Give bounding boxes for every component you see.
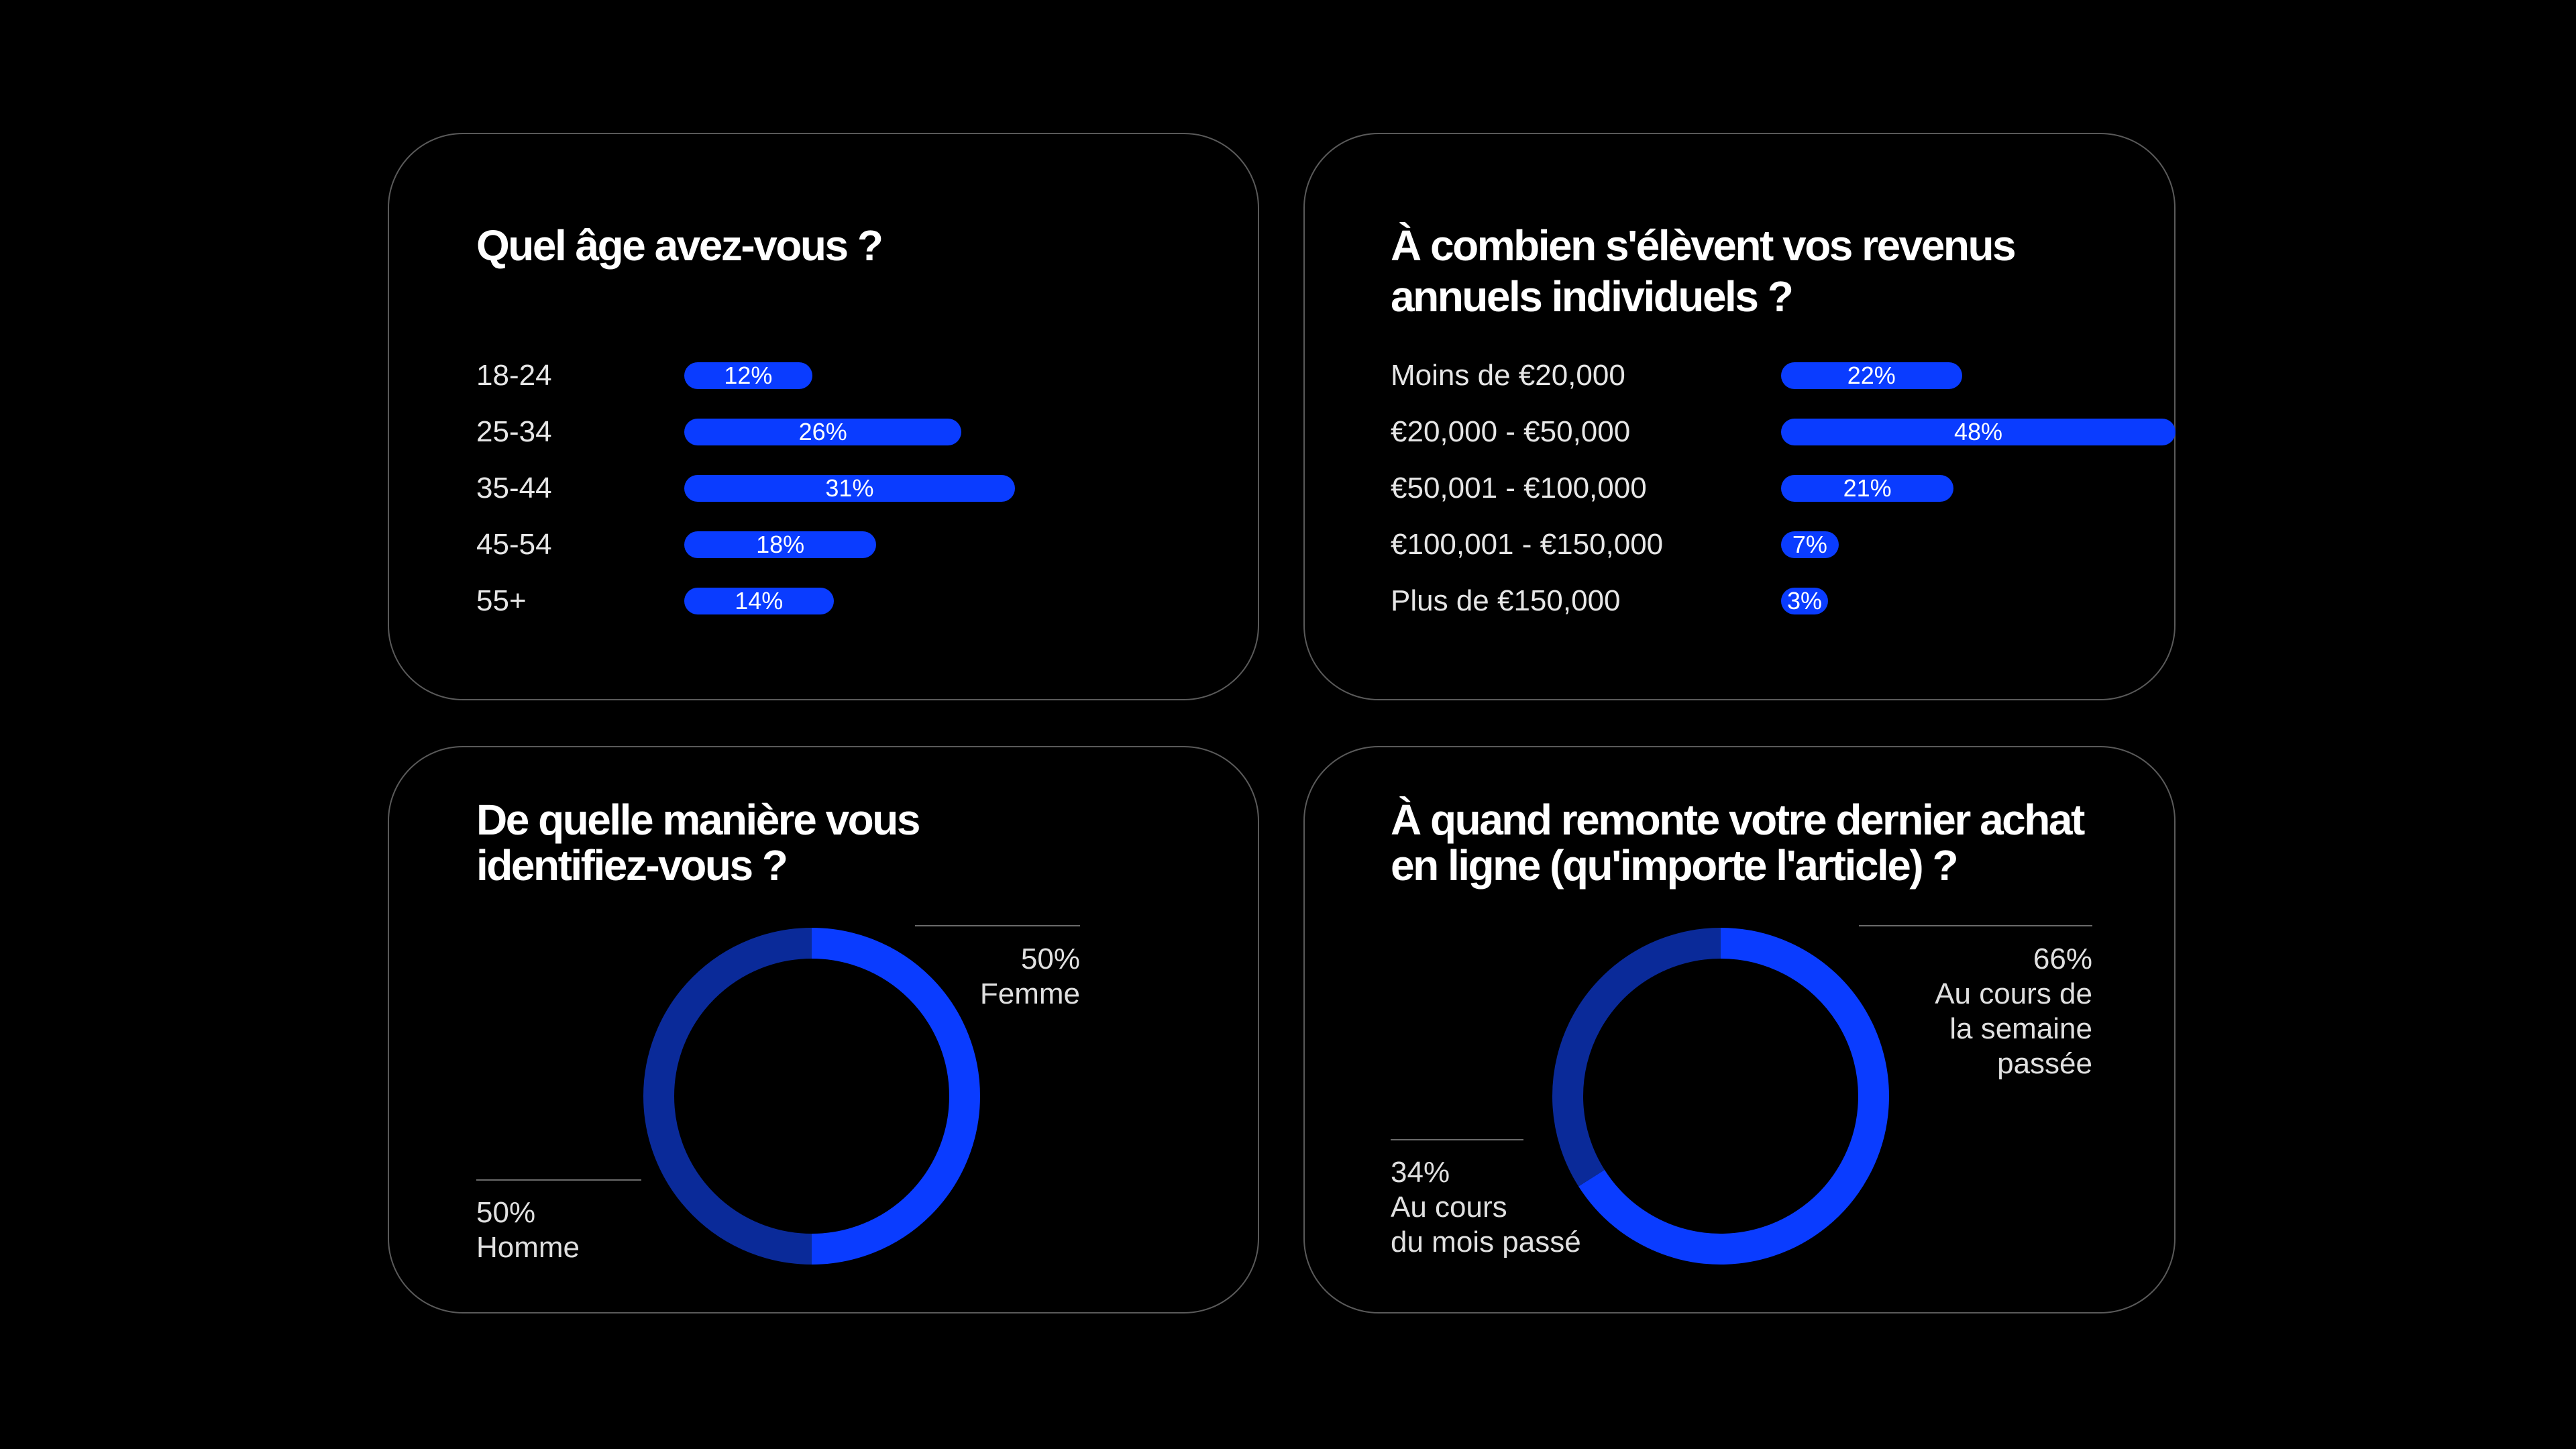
bar-category-label: Moins de €20,000 [1391, 359, 1625, 392]
purchase-chart-title-line2: en ligne (qu'importe l'article) ? [1391, 841, 1959, 890]
bar-row: €50,001 - €100,000 21% [1391, 460, 2129, 517]
income-chart-title-line2: annuels individuels ? [1391, 272, 1794, 321]
month-value: 34% [1391, 1156, 1450, 1189]
bar-value-label: 12% [724, 362, 773, 389]
bar-value-label: 48% [1953, 418, 2003, 445]
bar-value-label: 7% [1792, 531, 1827, 558]
bar: 21% [1781, 474, 1954, 502]
bar-row: €100,001 - €150,000 7% [1391, 517, 2129, 573]
month-leader-line [1391, 1139, 1523, 1140]
donut-slice [811, 928, 980, 1265]
week-callout: 66% Au cours de la semaine passée [1859, 942, 2092, 1081]
donut-slice [643, 928, 812, 1265]
bar: 31% [684, 474, 1015, 502]
bar: 48% [1781, 418, 2176, 445]
male-value: 50% [476, 1196, 536, 1229]
bar-value-label: 21% [1843, 474, 1892, 502]
male-leader-line [476, 1179, 641, 1181]
male-label: Homme [476, 1231, 580, 1264]
bar-category-label: 18-24 [476, 359, 552, 392]
income-chart-title-line1: À combien s'élèvent vos revenus [1391, 221, 2017, 270]
week-leader-line [1859, 925, 2092, 926]
male-callout: 50% Homme [476, 1195, 580, 1265]
bar: 18% [684, 531, 877, 558]
bar-value-label: 22% [1847, 362, 1896, 389]
donut-slice [1578, 928, 1889, 1265]
bar: 22% [1781, 362, 1962, 389]
bar-row: Plus de €150,000 3% [1391, 573, 2129, 629]
purchase-chart-title-line1: À quand remonte votre dernier achat [1391, 796, 2085, 844]
gender-chart-title-line1: De quelle manière vous [476, 796, 920, 844]
week-label-line3: passée [1997, 1047, 2092, 1080]
bar-category-label: 45-54 [476, 528, 552, 561]
bar: 26% [684, 418, 962, 445]
bar-value-label: 31% [825, 474, 874, 502]
gender-chart-title: De quelle manière vous identifiez-vous ? [476, 796, 920, 890]
bar-category-label: €50,001 - €100,000 [1391, 472, 1647, 504]
bar-row: 45-54 18% [476, 517, 1214, 573]
bar-row: Moins de €20,000 22% [1391, 347, 2129, 404]
bar-value-label: 3% [1786, 587, 1823, 614]
bar-category-label: €100,001 - €150,000 [1391, 528, 1664, 561]
week-value: 66% [2033, 943, 2092, 975]
gender-donut-chart [643, 928, 980, 1265]
bar: 12% [684, 362, 812, 389]
bar-category-label: 35-44 [476, 472, 552, 504]
female-label: Femme [979, 977, 1080, 1010]
bar-row: 18-24 12% [476, 347, 1214, 404]
bar-category-label: €20,000 - €50,000 [1391, 415, 1631, 448]
age-chart-card: Quel âge avez-vous ? 18-24 12% 25-34 26% 35-… [388, 133, 1259, 700]
age-chart-title: Quel âge avez-vous ? [476, 221, 883, 270]
purchase-chart-title: À quand remonte votre dernier achat en l… [1391, 796, 2085, 890]
month-callout: 34% Au cours du mois passé [1391, 1155, 1581, 1260]
week-label-line2: la semaine [1949, 1012, 2092, 1045]
bar-row: 25-34 26% [476, 404, 1214, 460]
week-label-line1: Au cours de [1935, 977, 2092, 1010]
income-chart-card: À combien s'élèvent vos revenus annuels … [1303, 133, 2176, 700]
month-label-line2: du mois passé [1391, 1226, 1581, 1258]
female-value: 50% [1020, 943, 1080, 975]
bar-row: 55+ 14% [476, 573, 1214, 629]
bar: 7% [1781, 531, 1839, 558]
bar: 3% [1781, 587, 1828, 614]
bar-value-label: 18% [756, 531, 805, 558]
female-leader-line [915, 925, 1080, 926]
gender-chart-title-line2: identifiez-vous ? [476, 841, 788, 890]
income-chart-title: À combien s'élèvent vos revenus annuels … [1391, 220, 2017, 322]
female-callout: 50% Femme [915, 942, 1080, 1012]
purchase-chart-card: À quand remonte votre dernier achat en l… [1303, 746, 2176, 1313]
bar-value-label: 14% [735, 587, 784, 614]
bar-category-label: 55+ [476, 584, 527, 617]
bar-row: €20,000 - €50,000 48% [1391, 404, 2176, 460]
month-label-line1: Au cours [1391, 1191, 1507, 1224]
gender-chart-card: De quelle manière vous identifiez-vous ?… [388, 746, 1259, 1313]
bar: 14% [684, 587, 834, 614]
bar-row: 35-44 31% [476, 460, 1214, 517]
purchase-donut-chart [1552, 928, 1889, 1265]
donut-slice [1552, 928, 1721, 1187]
bar-category-label: 25-34 [476, 415, 552, 448]
bar-value-label: 26% [798, 418, 847, 445]
bar-category-label: Plus de €150,000 [1391, 584, 1621, 617]
